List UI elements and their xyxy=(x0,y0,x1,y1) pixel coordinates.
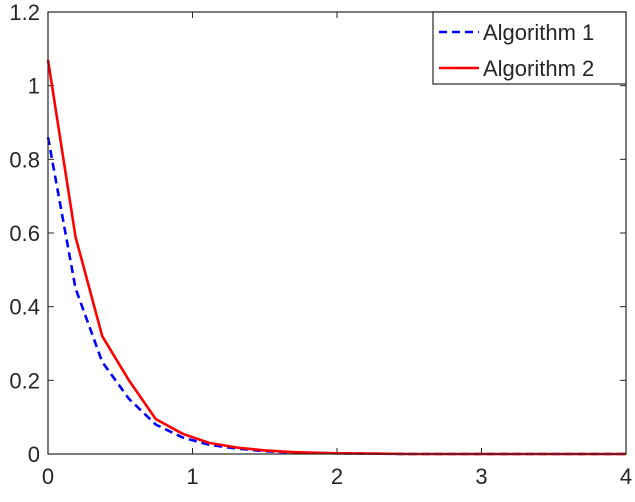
x-tick-label: 1 xyxy=(186,464,198,489)
y-tick-label: 0.8 xyxy=(9,147,40,172)
y-tick-label: 0 xyxy=(28,442,40,467)
series-line-1 xyxy=(46,136,626,456)
y-tick-label: 1.2 xyxy=(9,0,40,25)
x-tick-label: 0 xyxy=(42,464,54,489)
series-line-2 xyxy=(46,59,626,456)
plot-series xyxy=(46,59,626,456)
legend-label-1: Algorithm 1 xyxy=(483,20,594,45)
tick-labels: 0 1 2 3 4 0 0.2 0.4 0.6 0.8 1 1.2 xyxy=(9,0,632,489)
y-tick-label: 0.4 xyxy=(9,295,40,320)
y-tick-label: 1 xyxy=(28,74,40,99)
x-tick-label: 4 xyxy=(620,464,632,489)
y-tick-label: 0.2 xyxy=(9,368,40,393)
axes-box xyxy=(47,11,627,455)
legend-label-2: Algorithm 2 xyxy=(483,56,594,81)
y-tick-label: 0.6 xyxy=(9,221,40,246)
x-tick-label: 3 xyxy=(475,464,487,489)
legend: Algorithm 1 Algorithm 2 xyxy=(432,11,627,85)
legend-box xyxy=(432,11,627,85)
x-tick-label: 2 xyxy=(331,464,343,489)
